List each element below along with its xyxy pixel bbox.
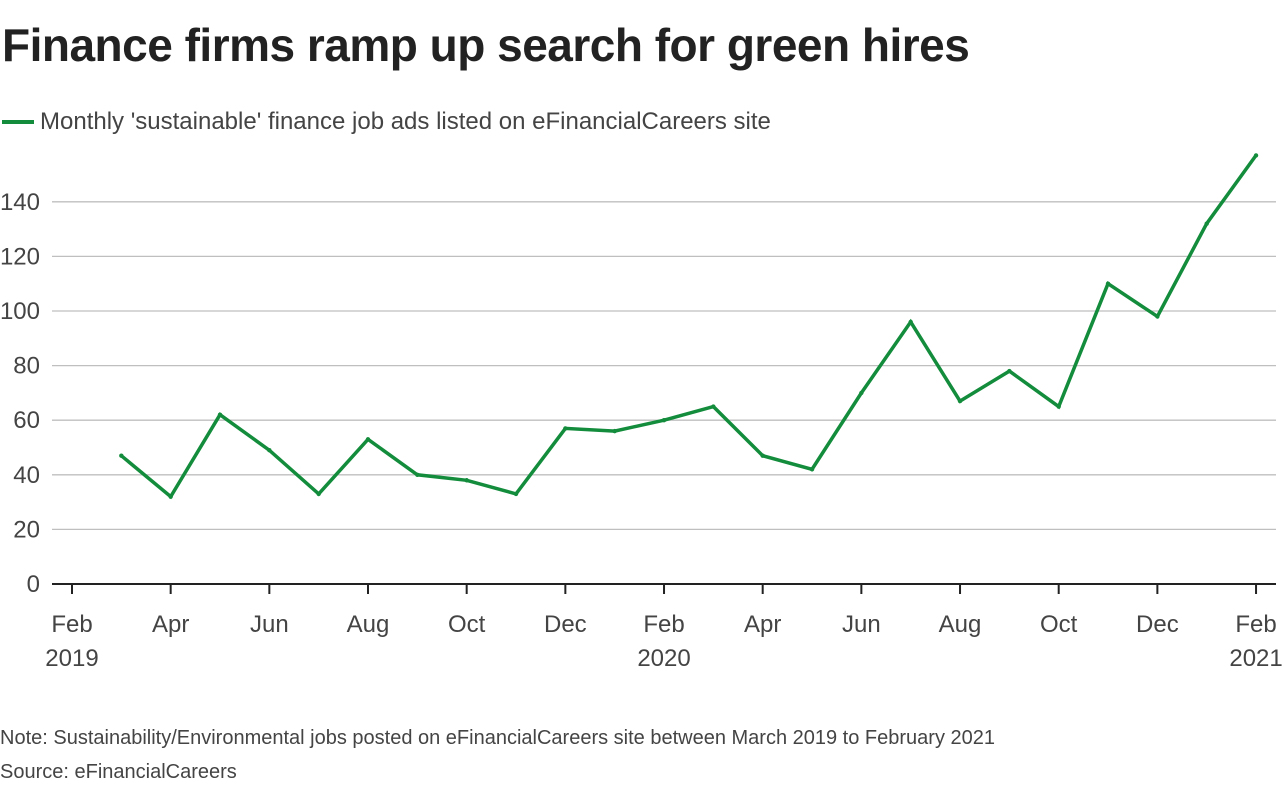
legend-label: Monthly 'sustainable' finance job ads li…: [40, 108, 771, 135]
x-axis: Feb 2019 Apr Jun Aug Oct Dec Feb 2020 Apr Jun Aug Oc…: [45, 583, 1283, 672]
data-point: [957, 398, 963, 404]
data-point: [908, 319, 913, 325]
x-tick-label-month: Oct: [1040, 611, 1078, 638]
data-point: [119, 453, 124, 458]
x-tick-label-month: Jun: [842, 611, 881, 638]
x-tick-label-month: Oct: [448, 611, 486, 638]
legend-swatch: [2, 120, 34, 124]
x-tick-label-month: Feb: [643, 611, 684, 638]
chart-title: Finance firms ramp up search for green h…: [2, 19, 970, 71]
data-point: [760, 453, 765, 458]
data-point: [464, 478, 469, 483]
data-point: [365, 437, 371, 442]
y-tick-label: 40: [13, 462, 40, 489]
x-tick-label-month: Dec: [544, 611, 587, 638]
y-axis-labels: 0 20 40 60 80 100 120 140: [0, 189, 40, 598]
data-point: [859, 390, 864, 396]
data-point: [711, 404, 716, 409]
x-tick-label-year: 2021: [1229, 645, 1282, 672]
data-point: [316, 491, 321, 497]
x-tick-label-month: Aug: [347, 611, 390, 638]
y-tick-label: 80: [13, 353, 40, 380]
chart-note: Note: Sustainability/Environmental jobs …: [0, 727, 995, 749]
x-tick-label-year: 2019: [45, 645, 98, 672]
series-layer: [119, 153, 1259, 500]
data-point: [661, 418, 667, 423]
data-point: [1253, 153, 1259, 158]
line-chart: 0 20 40 60 80 100 120 140 Feb 2019 Apr Jun Aug Oct De…: [0, 153, 1283, 672]
data-point: [1204, 221, 1209, 226]
data-point: [809, 467, 815, 472]
data-point: [415, 472, 420, 477]
y-tick-label: 120: [0, 243, 40, 270]
y-tick-label: 20: [13, 516, 40, 543]
series-line: [120, 154, 1258, 500]
data-point: [513, 491, 519, 497]
data-point: [1007, 368, 1012, 374]
y-tick-label: 140: [0, 189, 40, 216]
data-point: [267, 448, 272, 453]
grid-lines: [52, 201, 1276, 531]
x-tick-label-month: Jun: [250, 611, 289, 638]
y-tick-label: 0: [27, 571, 40, 598]
data-point: [1155, 314, 1160, 319]
x-tick-label-year: 2020: [637, 645, 690, 672]
x-tick-label-month: Apr: [152, 611, 189, 638]
data-point: [1105, 281, 1111, 286]
x-tick-label-month: Aug: [939, 611, 982, 638]
data-point: [168, 494, 173, 499]
data-point: [612, 428, 617, 434]
chart-source: Source: eFinancialCareers: [0, 761, 237, 783]
y-tick-label: 100: [0, 298, 40, 325]
x-tick-label-month: Feb: [51, 611, 92, 638]
y-tick-label: 60: [13, 407, 40, 434]
data-point: [217, 412, 223, 417]
chart-legend: Monthly 'sustainable' finance job ads li…: [2, 106, 771, 138]
x-tick-label-month: Apr: [744, 611, 781, 638]
data-point: [1056, 404, 1061, 409]
data-point: [563, 426, 568, 431]
x-tick-label-month: Feb: [1235, 611, 1276, 638]
x-tick-label-month: Dec: [1136, 611, 1179, 638]
